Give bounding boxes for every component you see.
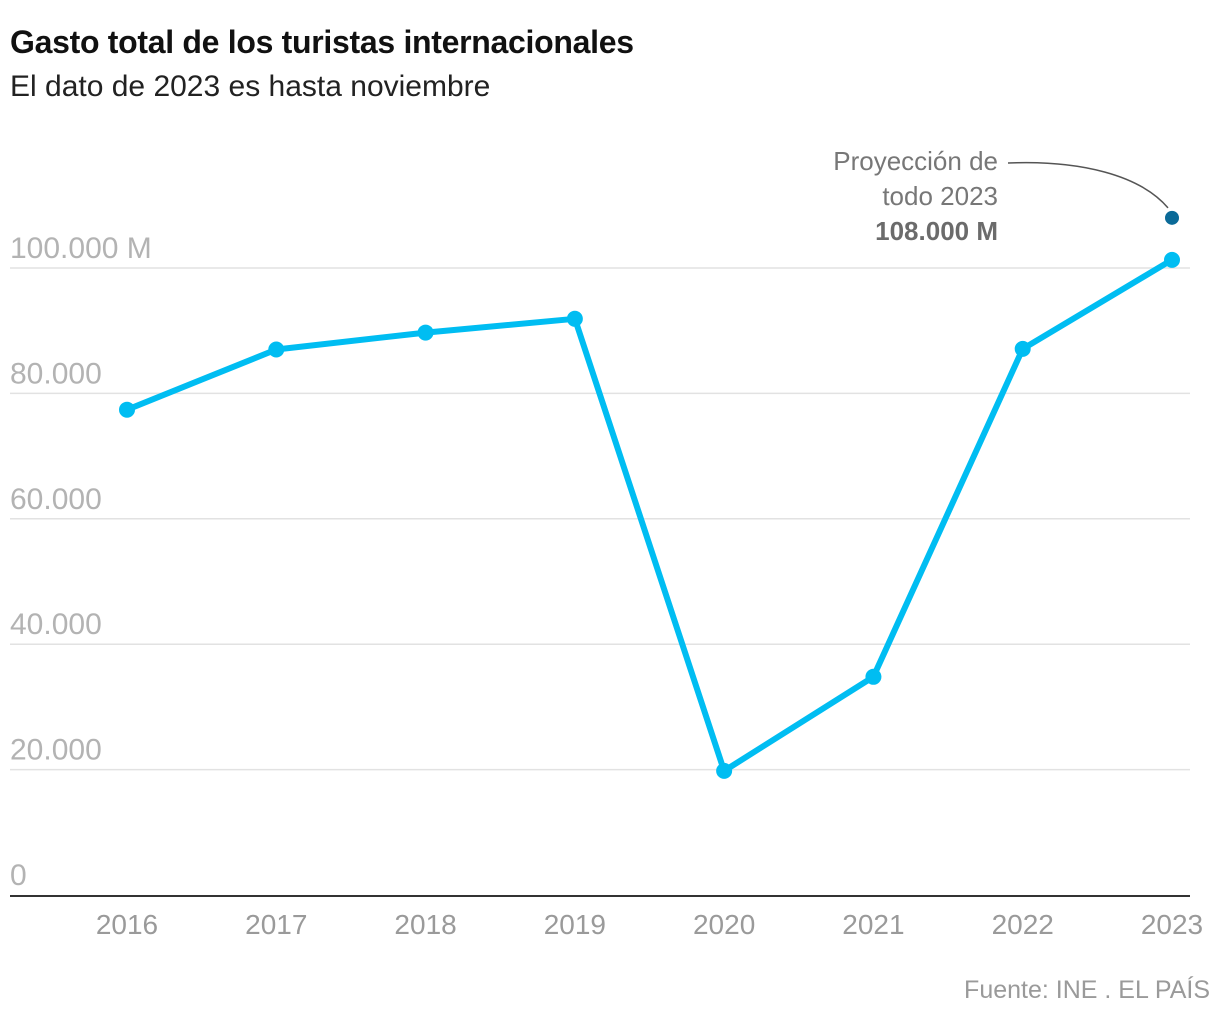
chart-title: Gasto total de los turistas internaciona… (10, 24, 634, 60)
grid-lines (10, 267, 1190, 771)
x-tick-label: 2021 (842, 909, 904, 940)
series-line (124, 256, 1175, 774)
y-tick-label: 0 (10, 859, 27, 892)
data-point (1164, 251, 1180, 268)
data-point (865, 668, 882, 685)
data-point (119, 401, 135, 418)
annotation-text: Proyección de (833, 146, 998, 176)
y-tick-label: 40.000 (10, 608, 102, 641)
data-point (716, 762, 733, 779)
x-axis-tick-labels: 2016 2017 2018 2019 2020 2021 2022 2023 (96, 909, 1203, 940)
projection-point (1165, 210, 1179, 225)
projection-annotation: Proyección de todo 2023 108.000 M (833, 146, 1179, 246)
annotation-connector (1007, 161, 1169, 209)
source-note: Fuente: INE . EL PAÍS (964, 976, 1210, 1004)
annotation-text: todo 2023 (882, 181, 998, 211)
annotation-value: 108.000 M (875, 216, 998, 246)
data-point (1014, 340, 1031, 357)
x-tick-label: 2022 (992, 909, 1054, 940)
chart-subtitle: El dato de 2023 es hasta noviembre (10, 70, 491, 103)
y-tick-label: 20.000 (10, 734, 102, 767)
y-axis-tick-labels: 0 20.000 40.000 60.000 80.000 100.000 M (10, 232, 152, 892)
y-tick-label: 100.000 M (10, 232, 152, 265)
x-tick-label: 2019 (544, 909, 606, 940)
x-tick-label: 2016 (96, 909, 158, 940)
x-tick-label: 2018 (394, 909, 456, 940)
x-tick-label: 2017 (245, 909, 307, 940)
x-tick-label: 2020 (693, 909, 755, 940)
data-point (417, 324, 434, 341)
x-tick-label: 2023 (1141, 909, 1203, 940)
y-tick-label: 60.000 (10, 483, 102, 516)
data-point (566, 310, 583, 327)
y-tick-label: 80.000 (10, 357, 102, 390)
data-point (268, 341, 285, 358)
series-layer (119, 251, 1180, 779)
